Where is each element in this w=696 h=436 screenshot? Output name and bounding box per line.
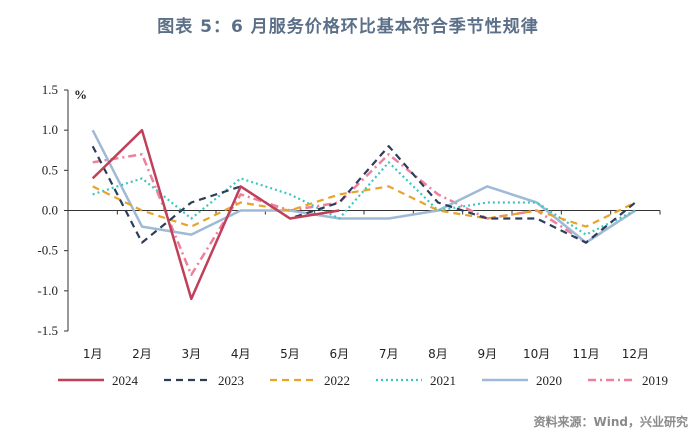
series-lines [91, 128, 636, 301]
legend-label-2024: 2024 [112, 373, 139, 388]
series-line-2023 [91, 145, 636, 244]
y-tick-label: 1.0 [42, 122, 58, 137]
x-tick-label: 2月 [132, 347, 152, 361]
legend-label-2021: 2021 [430, 373, 456, 388]
x-tick-label: 3月 [182, 347, 202, 361]
x-tick-label: 4月 [231, 347, 251, 361]
legend-label-2022: 2022 [324, 373, 350, 388]
y-tick-label: 0.0 [42, 203, 58, 218]
series-line-2019 [92, 153, 636, 277]
y-tick-label: -1.0 [37, 283, 58, 298]
x-tick-label: 1月 [83, 347, 103, 361]
series-line-2022 [92, 185, 636, 228]
legend-label-2023: 2023 [218, 373, 244, 388]
source-note: 资料来源：Wind，兴业研究 [533, 415, 688, 429]
x-tick-label: 5月 [280, 347, 300, 361]
y-tick-label: -0.5 [37, 243, 58, 258]
x-tick-label: 9月 [478, 347, 498, 361]
x-tick-label: 7月 [379, 347, 399, 361]
y-unit-label: % [74, 87, 87, 102]
y-tick-label: -1.5 [37, 323, 58, 338]
y-tick-label: 1.5 [42, 82, 58, 97]
legend-label-2020: 2020 [536, 373, 562, 388]
chart-title: 图表 5：6 月服务价格环比基本符合季节性规律 [157, 17, 539, 37]
x-tick-label: 10月 [523, 347, 550, 361]
legend: 2024 2023 2022 2021 2020 2019 [58, 373, 668, 388]
y-tick-label: 0.5 [42, 162, 58, 177]
series-line-2020 [91, 129, 636, 244]
legend-label-2019: 2019 [642, 373, 668, 388]
x-tick-label: 8月 [428, 347, 448, 361]
series-line-2024 [91, 128, 340, 301]
x-tick-label: 11月 [572, 347, 599, 361]
axes: 1.5 1.0 0.5 0.0 -0.5 -1.0 -1.5% 1月 2月 3月 4月 5月 6月 7月 8… [37, 82, 661, 361]
x-tick-label: 6月 [330, 347, 350, 361]
x-tick-label: 12月 [622, 347, 649, 361]
